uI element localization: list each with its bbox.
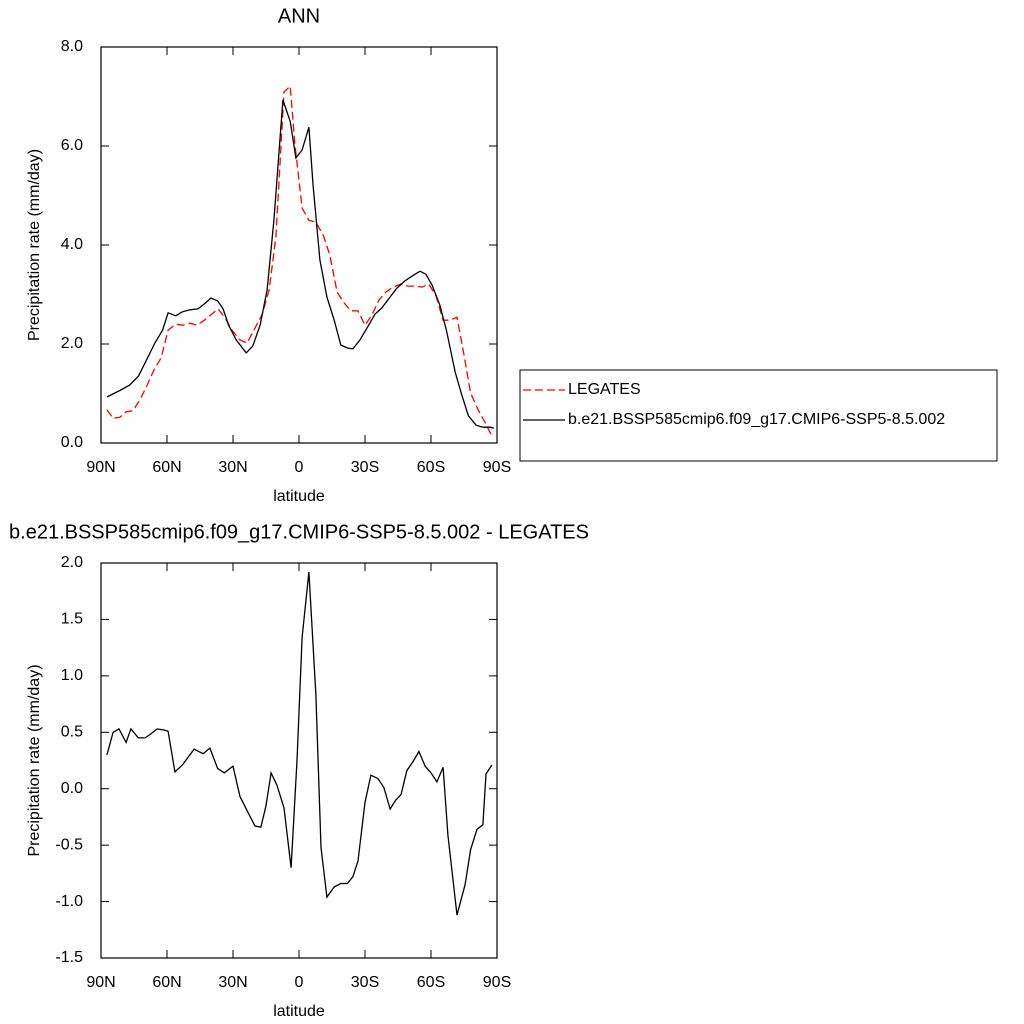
x-tick-label: 30N	[218, 974, 247, 991]
y-tick-label: 2.0	[61, 335, 83, 352]
y-tick-label: -1.0	[55, 893, 83, 910]
x-tick-label: 90N	[86, 974, 115, 991]
y-tick-label: 8.0	[61, 38, 83, 55]
chart-title: b.e21.BSSP585cmip6.f09_g17.CMIP6-SSP5-8.…	[9, 521, 589, 543]
chart-title: ANN	[278, 5, 320, 27]
legend-label: b.e21.BSSP585cmip6.f09_g17.CMIP6-SSP5-8.…	[568, 411, 945, 428]
x-axis-label: latitude	[273, 1003, 325, 1020]
legend-box	[519, 369, 998, 462]
y-tick-label: 6.0	[61, 137, 83, 154]
x-tick-label: 0	[295, 974, 304, 991]
y-tick-label: 2.0	[61, 554, 83, 571]
y-tick-label: 1.0	[61, 667, 83, 684]
plot-frame	[100, 562, 498, 959]
plot-frame	[100, 46, 498, 444]
y-tick-label: 0.0	[61, 434, 83, 451]
y-axis-label: Precipitation rate (mm/day)	[26, 149, 43, 341]
x-tick-label: 0	[295, 459, 304, 476]
x-tick-label: 60N	[152, 974, 181, 991]
y-tick-label: 0.5	[61, 724, 83, 741]
x-axis-label: latitude	[273, 488, 325, 505]
y-tick-label: 1.5	[61, 611, 83, 628]
x-tick-label: 30N	[218, 459, 247, 476]
y-axis-label: Precipitation rate (mm/day)	[26, 664, 43, 856]
x-tick-label: 60N	[152, 459, 181, 476]
x-tick-label: 30S	[351, 459, 379, 476]
x-tick-label: 90N	[86, 459, 115, 476]
y-tick-label: -1.5	[55, 949, 83, 966]
y-tick-label: -0.5	[55, 836, 83, 853]
y-tick-label: 4.0	[61, 236, 83, 253]
data-line	[106, 84, 493, 437]
x-tick-label: 90S	[483, 459, 511, 476]
x-tick-label: 30S	[351, 974, 379, 991]
x-tick-label: 60S	[417, 974, 445, 991]
x-tick-label: 60S	[417, 459, 445, 476]
data-line	[106, 571, 493, 916]
y-tick-label: 0.0	[61, 780, 83, 797]
data-line	[106, 99, 495, 429]
legend-label: LEGATES	[568, 381, 641, 398]
x-tick-label: 90S	[483, 974, 511, 991]
